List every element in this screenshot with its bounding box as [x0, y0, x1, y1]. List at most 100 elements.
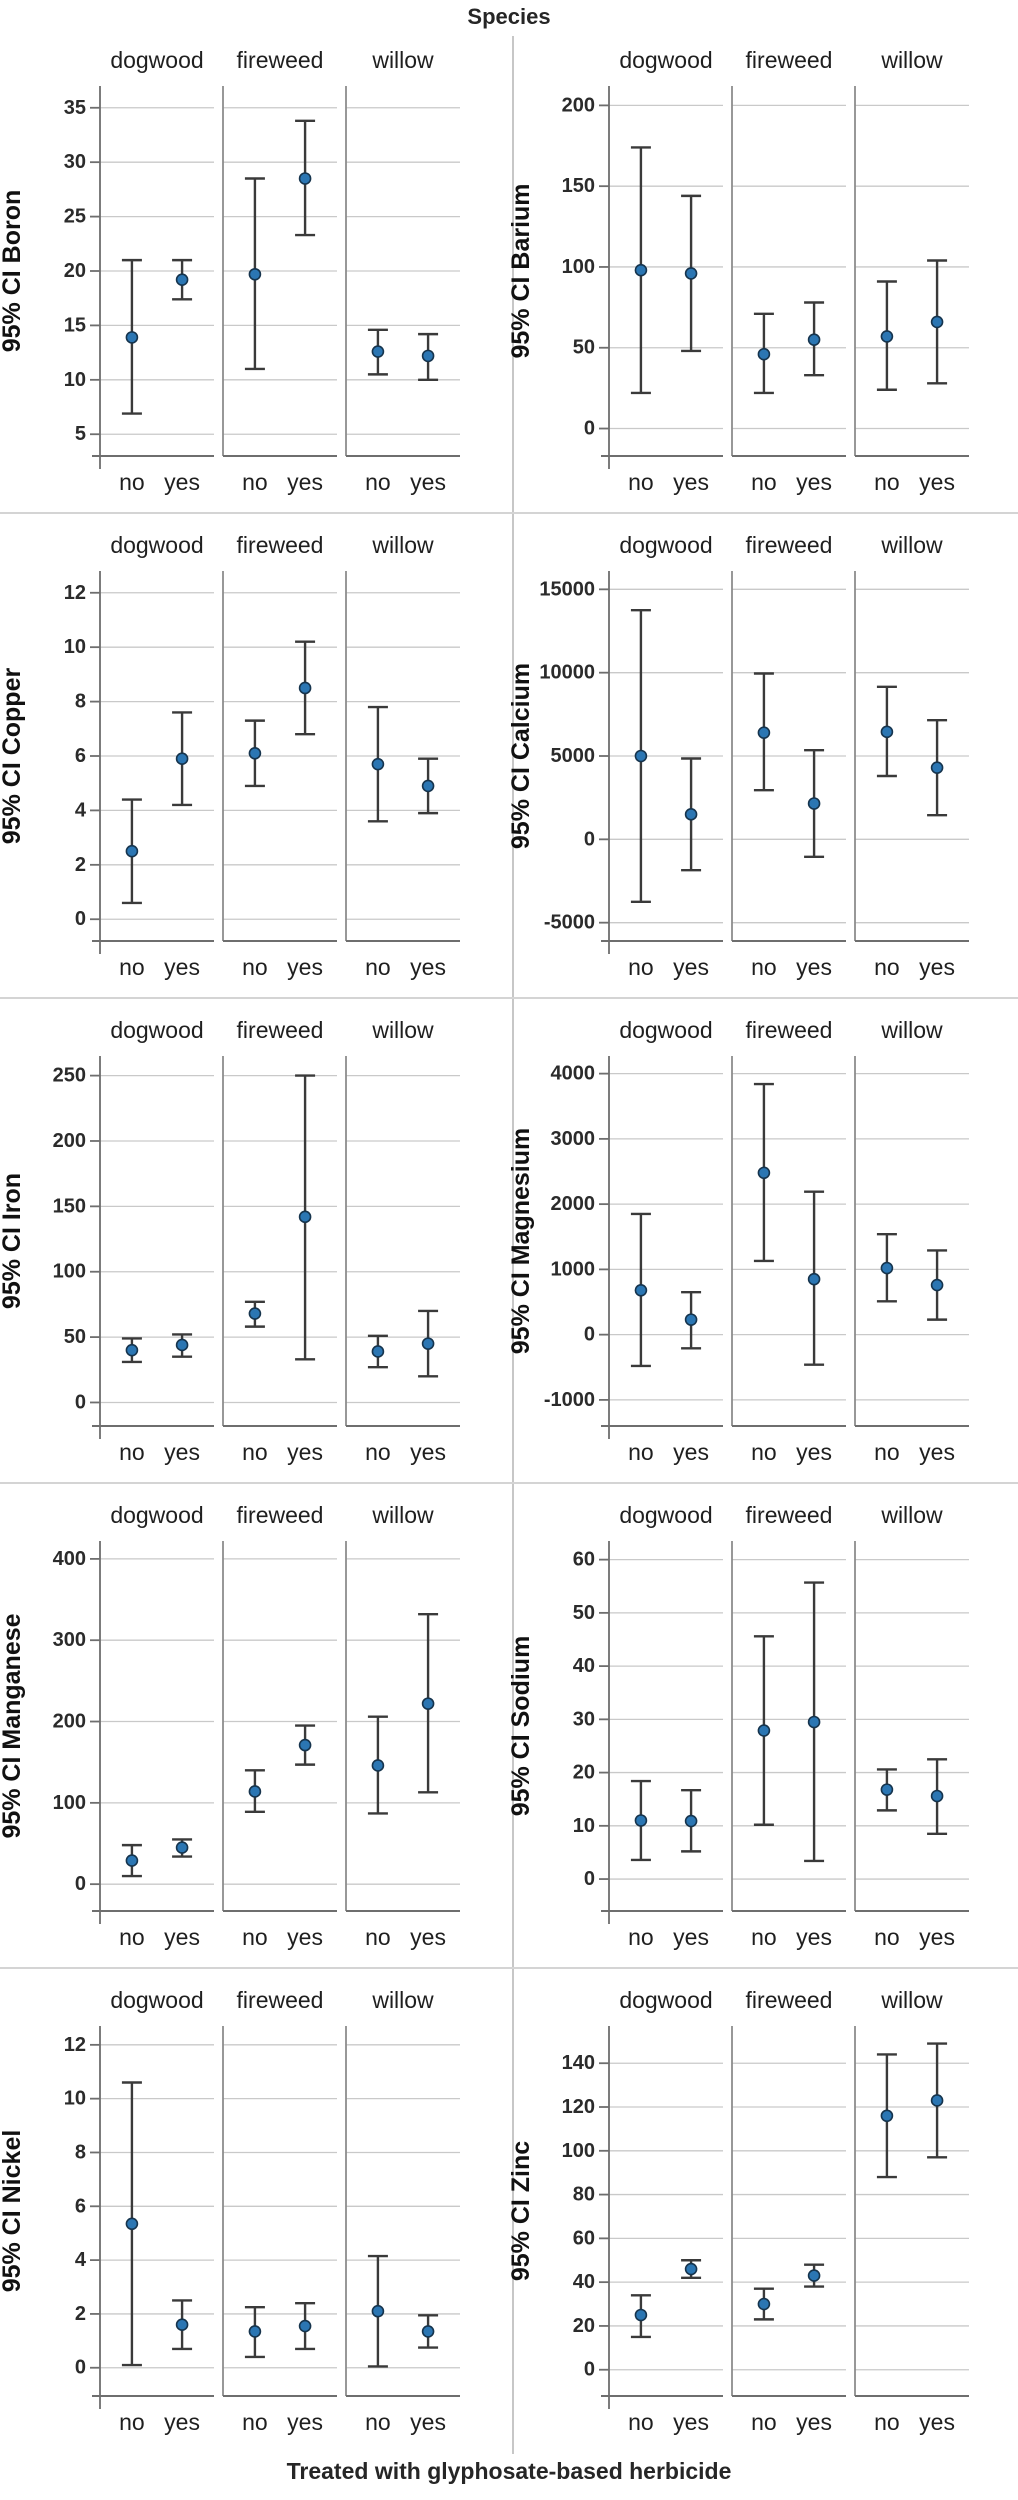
y-axis-label: 95% CI Copper — [0, 668, 26, 845]
mean-marker — [421, 1337, 435, 1350]
y-tick-label: 4 — [75, 2249, 87, 2271]
facet-label: willow — [371, 1987, 434, 2013]
facet-label: dogwood — [619, 1502, 712, 1528]
facet-fireweed: fireweed no yes — [222, 532, 337, 980]
x-category-label: no — [874, 954, 900, 980]
facet-label: willow — [880, 1987, 943, 2013]
facet-label: dogwood — [110, 47, 203, 73]
facet-label: willow — [880, 47, 943, 73]
x-category-label: no — [628, 469, 654, 495]
facet-dogwood: dogwood no yes — [92, 47, 214, 495]
mean-marker — [371, 345, 385, 358]
x-category-label: yes — [164, 1439, 200, 1465]
y-tick-label: 6 — [75, 745, 86, 767]
x-category-label: no — [242, 1439, 268, 1465]
mean-marker — [757, 726, 771, 739]
y-tick-label: 40 — [573, 2271, 595, 2293]
row-divider — [0, 997, 1018, 999]
x-category-label: yes — [919, 1924, 955, 1950]
mean-marker — [248, 267, 262, 281]
y-tick-label: 5 — [75, 423, 86, 445]
facet-dogwood: dogwood no yes — [601, 532, 723, 980]
facet-label: willow — [880, 532, 943, 558]
facet-willow: willow no yes — [345, 532, 460, 980]
x-category-label: yes — [796, 1924, 832, 1950]
mean-marker — [634, 1283, 648, 1297]
facet-label: willow — [880, 1502, 943, 1528]
y-axis-label: 95% CI Boron — [0, 190, 26, 353]
facet-fireweed: fireweed no yes — [731, 1017, 846, 1465]
facet-label: willow — [880, 1017, 943, 1043]
y-tick-label: 60 — [573, 2227, 595, 2249]
x-category-label: yes — [287, 1439, 323, 1465]
mean-marker — [757, 1166, 771, 1180]
figure-title: Species — [467, 4, 551, 29]
facet-label: willow — [371, 1017, 434, 1043]
mean-marker — [880, 2109, 894, 2123]
facet-label: dogwood — [619, 1017, 712, 1043]
x-category-label: yes — [410, 2409, 446, 2435]
facet-willow: willow no yes — [345, 1987, 460, 2435]
y-tick-label: 12 — [64, 582, 86, 604]
y-tick-label: 15000 — [539, 578, 595, 600]
mean-marker — [880, 1783, 894, 1796]
y-tick-label: 200 — [53, 1711, 86, 1733]
y-tick-label: 2000 — [551, 1193, 596, 1215]
y-tick-label: 0 — [584, 1324, 595, 1346]
facet-label: willow — [371, 532, 434, 558]
x-category-label: no — [119, 1439, 145, 1465]
x-category-label: yes — [673, 954, 709, 980]
y-tick-label: -5000 — [544, 912, 595, 934]
y-tick-label: 60 — [573, 1549, 595, 1571]
x-category-label: no — [874, 1924, 900, 1950]
x-category-label: yes — [410, 1439, 446, 1465]
x-category-label: no — [119, 954, 145, 980]
y-tick-label: 10 — [573, 1815, 595, 1837]
x-category-label: yes — [673, 1924, 709, 1950]
x-category-label: no — [874, 469, 900, 495]
x-category-label: yes — [919, 2409, 955, 2435]
facet-label: dogwood — [110, 1502, 203, 1528]
facet-fireweed: fireweed no yes — [731, 1502, 846, 1950]
x-category-label: no — [628, 1924, 654, 1950]
facet-label: willow — [371, 1502, 434, 1528]
x-category-label: yes — [796, 954, 832, 980]
x-category-label: no — [242, 2409, 268, 2435]
facet-willow: willow no yes — [854, 47, 969, 495]
x-category-label: yes — [796, 1439, 832, 1465]
facet-willow: willow no yes — [345, 47, 460, 495]
mean-marker — [371, 1345, 385, 1358]
y-tick-label: 6 — [75, 2195, 86, 2217]
y-tick-label: 50 — [64, 1326, 86, 1348]
y-tick-label: 0 — [75, 908, 86, 930]
mean-marker — [634, 749, 648, 763]
mean-marker — [125, 844, 139, 858]
mean-marker — [634, 2308, 648, 2322]
mean-marker — [684, 1814, 698, 1828]
facet-label: fireweed — [237, 1987, 324, 2013]
mean-marker — [807, 1715, 821, 1729]
mean-marker — [298, 681, 312, 695]
x-category-label: yes — [164, 469, 200, 495]
mean-marker — [371, 1759, 385, 1772]
facet-willow: willow no yes — [854, 1017, 969, 1465]
facet-dogwood: dogwood no yes — [92, 1017, 214, 1465]
x-category-label: yes — [287, 954, 323, 980]
x-category-label: yes — [287, 2409, 323, 2435]
x-category-label: no — [365, 1439, 391, 1465]
facet-label: dogwood — [619, 47, 712, 73]
y-tick-label: 8 — [75, 691, 86, 713]
x-category-label: no — [242, 1924, 268, 1950]
y-tick-label: 15 — [64, 314, 86, 336]
mean-marker — [421, 1697, 435, 1710]
y-tick-label: 50 — [573, 337, 595, 359]
mean-marker — [684, 2262, 698, 2276]
facet-label: fireweed — [237, 1502, 324, 1528]
x-category-label: no — [628, 1439, 654, 1465]
facet-label: fireweed — [746, 1017, 833, 1043]
mean-marker — [930, 761, 944, 774]
